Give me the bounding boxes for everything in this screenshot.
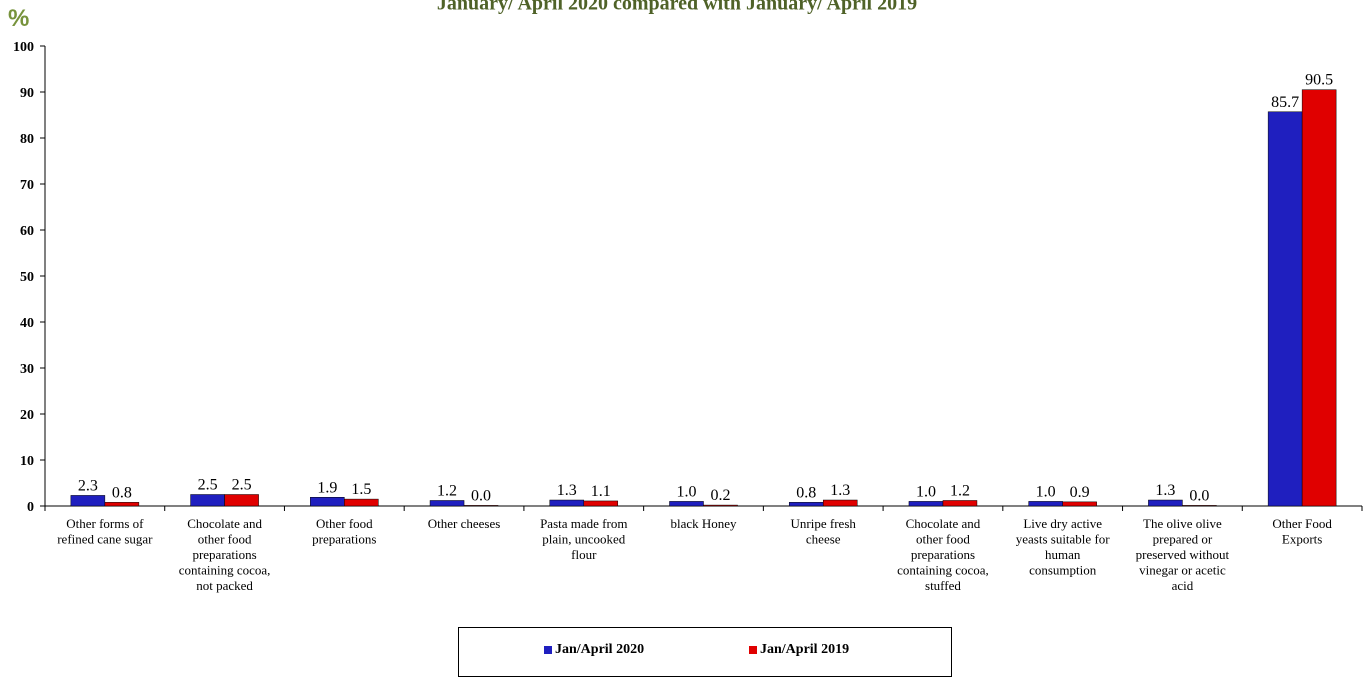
bar-2019 (1182, 505, 1217, 507)
y-tick-label: 80 (20, 132, 34, 147)
y-tick-label: 100 (13, 40, 34, 55)
unit-label: % (8, 5, 29, 32)
bar-2020 (788, 502, 824, 507)
data-label: 0.0 (471, 487, 491, 504)
bar-2019 (463, 505, 499, 507)
bar-2019 (703, 504, 738, 507)
data-label: 1.5 (351, 481, 371, 498)
data-label: 1.0 (916, 483, 936, 500)
data-label: 1.2 (437, 482, 457, 499)
data-label: 0.9 (1070, 484, 1090, 501)
x-category-label: Other forms of refined cane sugar (57, 516, 153, 547)
y-tick-label: 20 (20, 408, 34, 423)
bar-2020 (549, 499, 585, 507)
x-category-label: Other Food Exports (1272, 516, 1332, 547)
bar-2020 (310, 497, 345, 507)
x-category-label: Pasta made from plain, uncooked flour (540, 516, 627, 562)
bar-2019 (344, 498, 379, 507)
y-tick-label: 50 (20, 270, 34, 285)
x-category-label: black Honey (670, 516, 737, 531)
chart-data-labels: 2.3 0.8 2.5 2.5 1.9 1.5 1.2 0.0 1.3 1.1 1.0 0.2 0.8 1… (78, 72, 1333, 505)
bar-2020 (190, 494, 225, 507)
data-label: 1.3 (557, 482, 577, 499)
legend-label-2019: Jan/April 2019 (760, 642, 850, 657)
bar-2019 (1062, 501, 1097, 507)
data-label: 2.5 (232, 477, 252, 494)
x-category-label: Other food preparations (312, 516, 376, 547)
data-label: 2.5 (198, 477, 218, 494)
x-category-label: The olive olive prepared or preserved with… (1136, 516, 1230, 593)
chart-bars (70, 89, 1337, 507)
data-label: 2.3 (78, 477, 98, 494)
legend-item-2019: Jan/April 2019 (749, 642, 849, 658)
legend-swatch-2019 (749, 646, 757, 654)
legend-item-2020: Jan/April 2020 (544, 642, 644, 658)
data-label: 1.1 (591, 483, 611, 500)
bar-2020 (70, 495, 106, 507)
data-label: 1.0 (1036, 483, 1056, 500)
chart-title: January/ April 2020 compared with Januar… (437, 0, 917, 15)
bar-2020 (1028, 501, 1063, 507)
bar-2019 (1301, 89, 1337, 507)
data-label: 85.7 (1271, 94, 1299, 111)
data-label: 1.0 (677, 483, 697, 500)
data-label: 1.3 (1155, 482, 1175, 499)
y-tick-label: 10 (20, 454, 34, 469)
bar-2020 (669, 501, 704, 507)
data-label: 0.8 (796, 484, 816, 501)
bar-2019 (583, 500, 619, 507)
chart-axes: 0 10 20 30 40 50 60 70 80 90 100 (13, 40, 1363, 515)
y-tick-label: 90 (20, 86, 34, 101)
chart-category-labels: Other forms of refined cane sugar Chocolat… (57, 516, 1332, 593)
x-category-label: Chocolate and other food preparations conta… (897, 516, 989, 593)
y-tick-label: 60 (20, 224, 34, 239)
bar-2019 (104, 502, 140, 507)
data-label: 1.9 (317, 479, 337, 496)
x-category-label: Unripe fresh cheese (791, 516, 857, 547)
y-tick-label: 30 (20, 362, 34, 377)
legend-swatch-2020 (544, 646, 552, 654)
y-tick-label: 0 (27, 500, 34, 515)
bar-2019 (224, 494, 259, 507)
x-category-label: Other cheeses (428, 516, 501, 531)
bar-2020 (908, 501, 944, 507)
legend-label-2020: Jan/April 2020 (555, 642, 645, 657)
x-category-label: Live dry active yeasts suitable for human c… (1016, 516, 1111, 578)
data-label: 0.8 (112, 484, 132, 501)
bar-2020 (429, 500, 465, 507)
bar-2020 (1267, 111, 1303, 507)
bar-2020 (1148, 499, 1183, 507)
y-tick-label: 40 (20, 316, 34, 331)
bar-2019 (822, 499, 858, 507)
data-label: 1.3 (830, 482, 850, 499)
data-label: 90.5 (1305, 72, 1333, 89)
data-label: 0.2 (711, 487, 731, 504)
bar-chart: January/ April 2020 compared with Januar… (8, 0, 1363, 593)
data-label: 0.0 (1189, 487, 1209, 504)
x-category-label: Chocolate and other food preparations conta… (179, 516, 271, 593)
data-label: 1.2 (950, 482, 970, 499)
bar-2019 (942, 500, 978, 507)
y-tick-label: 70 (20, 178, 34, 193)
